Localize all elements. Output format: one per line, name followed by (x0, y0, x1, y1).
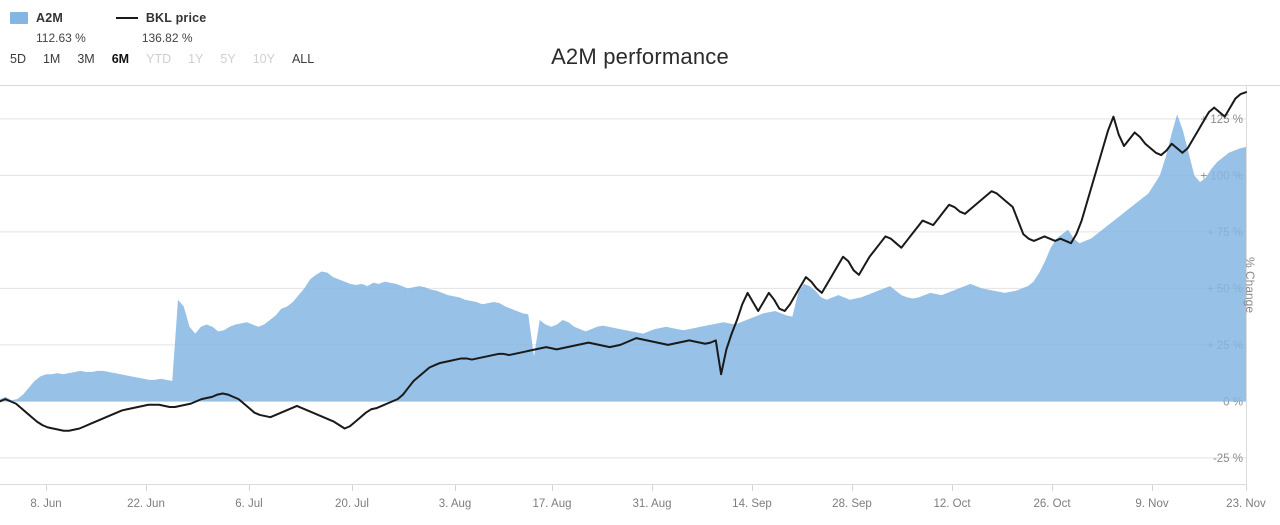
x-tick-label: 20. Jul (335, 498, 369, 510)
range-button-5y: 5Y (220, 52, 236, 66)
x-tick-label: 23. Nov (1226, 498, 1266, 510)
x-tick-label: 31. Aug (632, 498, 671, 510)
legend-label-bkl-price: BKL price (145, 11, 207, 25)
legend-item-bkl-price[interactable]: BKL price 136.82 % (115, 10, 207, 45)
range-button-1m[interactable]: 1M (42, 52, 61, 66)
y-tick-label: -25 % (1213, 453, 1243, 465)
x-tick-label: 8. Jun (30, 498, 61, 510)
x-tick-label: 6. Jul (235, 498, 263, 510)
y-tick-label: + 125 % (1200, 114, 1243, 126)
legend-value-a2m: 112.63 % (36, 31, 86, 45)
legend-value-bkl-price: 136.82 % (141, 31, 193, 45)
x-tick-label: 9. Nov (1135, 498, 1168, 510)
range-button-1y: 1Y (188, 52, 204, 66)
legend-item-a2m[interactable]: A2M 112.63 % (10, 10, 86, 45)
x-tick-label: 17. Aug (532, 498, 571, 510)
range-button-3m[interactable]: 3M (77, 52, 95, 66)
x-tick-label: 22. Jun (127, 498, 165, 510)
line-series-bkl-price (0, 91, 1247, 432)
x-tick-label: 12. Oct (933, 498, 971, 510)
legend-label-a2m: A2M (36, 11, 63, 25)
area-series-a2m (0, 114, 1246, 402)
x-axis: 8. Jun 22. Jun 6. Jul 20. Jul 3. Aug 17. Aug 3… (0, 485, 1280, 520)
x-tick-label: 28. Sep (832, 498, 872, 510)
range-button-10y: 10Y (252, 52, 275, 66)
performance-chart: -25 %0 %+ 25 %+ 50 %+ 75 %+ 100 %+ 125 % (0, 85, 1280, 485)
x-tick-label: 14. Sep (732, 498, 772, 510)
y-axis-title: % Change (1242, 256, 1257, 314)
range-button-ytd: YTD (146, 52, 172, 66)
chart-legend: A2M 112.63 % BKL price 136.82 % (10, 10, 236, 45)
plot-area: -25 %0 %+ 25 %+ 50 %+ 75 %+ 100 %+ 125 %… (0, 85, 1280, 510)
x-tick-label: 3. Aug (439, 498, 472, 510)
range-selector: 5D 1M 3M 6M YTD 1Y 5Y 10Y ALL (10, 52, 331, 66)
line-mark-icon (115, 17, 138, 19)
range-button-5d[interactable]: 5D (10, 52, 26, 66)
range-button-6m[interactable]: 6M (111, 52, 130, 66)
chart-title: A2M performance (551, 44, 729, 69)
area-swatch-icon (10, 12, 28, 24)
x-tick-label: 26. Oct (1033, 498, 1071, 510)
range-button-all[interactable]: ALL (291, 52, 315, 66)
